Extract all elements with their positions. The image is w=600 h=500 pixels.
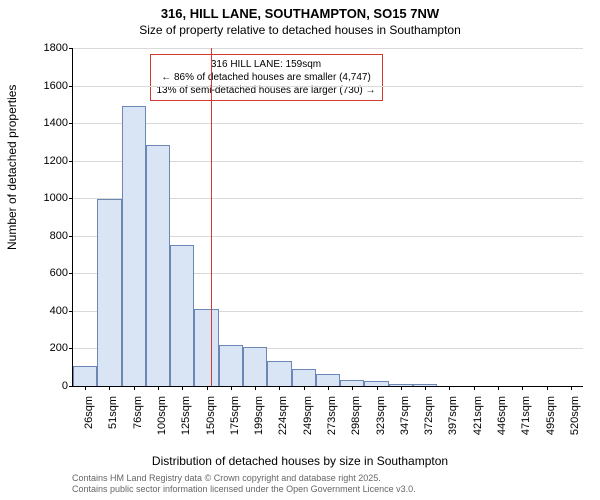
xtick-mark: [474, 386, 475, 390]
xtick-mark: [328, 386, 329, 390]
xtick-mark: [571, 386, 572, 390]
y-axis-label: Number of detached properties: [5, 85, 19, 250]
xtick-mark: [134, 386, 135, 390]
xtick-mark: [449, 386, 450, 390]
chart-title: 316, HILL LANE, SOUTHAMPTON, SO15 7NW: [0, 6, 600, 21]
ytick-label: 600: [50, 267, 68, 279]
title-block: 316, HILL LANE, SOUTHAMPTON, SO15 7NW Si…: [0, 6, 600, 37]
xtick-mark: [109, 386, 110, 390]
xtick-label: 26sqm: [83, 396, 95, 429]
histogram-bar: [219, 345, 243, 386]
footer-line2: Contains public sector information licen…: [72, 484, 416, 496]
histogram-bar: [73, 366, 97, 386]
histogram-bar: [243, 347, 267, 386]
xtick-mark: [401, 386, 402, 390]
ytick-mark: [69, 86, 73, 87]
gridline: [73, 48, 583, 49]
xtick-mark: [425, 386, 426, 390]
ytick-mark: [69, 311, 73, 312]
ytick-label: 0: [62, 380, 68, 392]
x-axis-label: Distribution of detached houses by size …: [0, 454, 600, 468]
plot-area: 316 HILL LANE: 159sqm ← 86% of detached …: [72, 48, 583, 387]
ytick-label: 200: [50, 342, 68, 354]
chart-container: 316, HILL LANE, SOUTHAMPTON, SO15 7NW Si…: [0, 0, 600, 500]
xtick-label: 175sqm: [229, 396, 241, 435]
xtick-mark: [207, 386, 208, 390]
xtick-label: 76sqm: [132, 396, 144, 429]
xtick-label: 298sqm: [350, 396, 362, 435]
footer-line1: Contains HM Land Registry data © Crown c…: [72, 473, 416, 485]
xtick-label: 249sqm: [302, 396, 314, 435]
xtick-mark: [255, 386, 256, 390]
xtick-label: 150sqm: [205, 396, 217, 435]
ytick-label: 800: [50, 230, 68, 242]
xtick-label: 446sqm: [496, 396, 508, 435]
xtick-label: 100sqm: [156, 396, 168, 435]
xtick-mark: [182, 386, 183, 390]
ytick-mark: [69, 161, 73, 162]
xtick-label: 397sqm: [447, 396, 459, 435]
xtick-mark: [279, 386, 280, 390]
ytick-mark: [69, 48, 73, 49]
reference-line: [211, 48, 212, 386]
ytick-label: 1400: [44, 117, 68, 129]
histogram-bar: [267, 361, 291, 386]
xtick-mark: [547, 386, 548, 390]
ytick-mark: [69, 273, 73, 274]
xtick-label: 51sqm: [107, 396, 119, 429]
annotation-line1: 316 HILL LANE: 159sqm: [157, 58, 376, 71]
histogram-bar: [194, 309, 218, 386]
gridline: [73, 86, 583, 87]
ytick-mark: [69, 386, 73, 387]
xtick-mark: [498, 386, 499, 390]
ytick-label: 400: [50, 305, 68, 317]
ytick-mark: [69, 198, 73, 199]
xtick-mark: [377, 386, 378, 390]
histogram-bar: [292, 369, 316, 386]
chart-subtitle: Size of property relative to detached ho…: [0, 23, 600, 37]
ytick-label: 1600: [44, 80, 68, 92]
xtick-label: 323sqm: [375, 396, 387, 435]
xtick-mark: [304, 386, 305, 390]
xtick-label: 495sqm: [545, 396, 557, 435]
ytick-label: 1200: [44, 155, 68, 167]
xtick-mark: [352, 386, 353, 390]
xtick-label: 224sqm: [277, 396, 289, 435]
ytick-label: 1800: [44, 42, 68, 54]
xtick-label: 347sqm: [399, 396, 411, 435]
ytick-label: 1000: [44, 192, 68, 204]
xtick-label: 273sqm: [326, 396, 338, 435]
xtick-label: 520sqm: [569, 396, 581, 435]
histogram-bar: [170, 245, 194, 386]
xtick-label: 372sqm: [423, 396, 435, 435]
xtick-mark: [158, 386, 159, 390]
xtick-mark: [522, 386, 523, 390]
histogram-bar: [146, 145, 170, 386]
annotation-line2: ← 86% of detached houses are smaller (4,…: [157, 71, 376, 84]
xtick-label: 471sqm: [520, 396, 532, 435]
xtick-label: 421sqm: [472, 396, 484, 435]
xtick-mark: [231, 386, 232, 390]
ytick-mark: [69, 348, 73, 349]
histogram-bar: [316, 374, 340, 386]
ytick-mark: [69, 236, 73, 237]
xtick-label: 199sqm: [253, 396, 265, 435]
histogram-bar: [97, 199, 121, 386]
ytick-mark: [69, 123, 73, 124]
gridline: [73, 123, 583, 124]
xtick-label: 125sqm: [180, 396, 192, 435]
footer-text: Contains HM Land Registry data © Crown c…: [72, 473, 416, 496]
xtick-mark: [85, 386, 86, 390]
histogram-bar: [122, 106, 146, 386]
annotation-box: 316 HILL LANE: 159sqm ← 86% of detached …: [150, 54, 383, 101]
